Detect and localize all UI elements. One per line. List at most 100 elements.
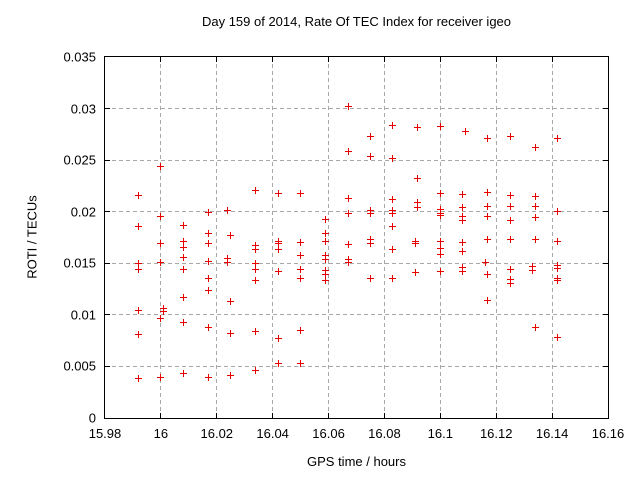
data-point — [481, 258, 489, 266]
data-point — [252, 186, 260, 194]
data-point — [389, 275, 397, 283]
data-point — [204, 374, 212, 382]
data-point — [506, 280, 514, 288]
y-tick-left — [105, 159, 110, 161]
data-point — [459, 213, 467, 221]
data-point — [204, 257, 212, 265]
data-point — [531, 192, 539, 200]
data-point — [506, 203, 514, 211]
data-point — [135, 265, 143, 273]
data-point — [389, 121, 397, 129]
data-point — [344, 148, 352, 156]
x-tick-bottom — [216, 413, 218, 418]
data-point — [531, 203, 539, 211]
y-gridline — [105, 314, 608, 316]
y-gridline — [105, 108, 608, 110]
data-point — [531, 323, 539, 331]
y-tick-label: 0.035 — [63, 49, 96, 65]
data-point — [252, 259, 260, 267]
data-point — [414, 123, 422, 131]
data-point — [531, 236, 539, 244]
data-point — [366, 210, 374, 218]
data-point — [157, 240, 165, 248]
data-point — [506, 191, 514, 199]
data-point — [366, 240, 374, 248]
x-tick-label: 16.1 — [427, 426, 453, 441]
data-point — [157, 162, 165, 170]
data-point — [274, 335, 282, 343]
data-point — [179, 238, 187, 246]
y-gridline — [105, 159, 608, 161]
data-point — [554, 264, 562, 272]
y-tick-right — [603, 314, 608, 316]
data-point — [554, 334, 562, 342]
y-tick-right — [603, 211, 608, 213]
data-point — [252, 242, 260, 250]
data-point — [459, 204, 467, 212]
data-point — [344, 103, 352, 110]
x-tick-bottom — [160, 413, 162, 418]
x-tick-top — [383, 57, 385, 62]
data-point — [344, 241, 352, 249]
x-tick-label: 16 — [153, 426, 169, 441]
data-point — [179, 253, 187, 261]
data-point — [484, 188, 492, 196]
y-tick-left — [105, 108, 110, 110]
data-point — [459, 239, 467, 247]
data-point — [135, 375, 143, 383]
data-point — [414, 204, 422, 212]
data-point — [436, 122, 444, 130]
data-point — [297, 265, 305, 273]
y-tick-right — [603, 262, 608, 264]
data-point — [322, 271, 330, 279]
data-point — [459, 263, 467, 271]
x-tick-top — [216, 57, 218, 62]
y-tick-label: 0.025 — [63, 152, 96, 168]
y-tick-left — [105, 262, 110, 264]
x-tick-top — [328, 57, 330, 62]
data-point — [344, 258, 352, 266]
x-gridline — [383, 57, 385, 418]
x-tick-top — [160, 57, 162, 62]
data-point — [436, 245, 444, 253]
data-point — [252, 367, 260, 375]
x-gridline — [551, 57, 553, 418]
data-point — [322, 238, 330, 246]
data-point — [135, 222, 143, 230]
data-point — [389, 222, 397, 230]
data-point — [252, 265, 260, 273]
data-point — [366, 152, 374, 160]
x-tick-top — [272, 57, 274, 62]
data-point — [297, 189, 305, 197]
x-tick-top — [439, 57, 441, 62]
data-point — [274, 246, 282, 254]
data-point — [366, 275, 374, 283]
data-point — [322, 277, 330, 285]
x-tick-top — [495, 57, 497, 62]
data-point — [484, 271, 492, 279]
y-tick-left — [105, 365, 110, 367]
data-point — [297, 275, 305, 283]
data-point — [389, 210, 397, 218]
data-point — [135, 307, 143, 315]
data-point — [531, 214, 539, 222]
data-point — [297, 239, 305, 247]
x-tick-top — [551, 57, 553, 62]
data-point — [224, 254, 232, 262]
data-point — [322, 216, 330, 224]
x-tick-bottom — [551, 413, 553, 418]
data-point — [297, 326, 305, 334]
y-gridline — [105, 365, 608, 367]
data-point — [204, 209, 212, 217]
y-tick-left — [105, 211, 110, 213]
plot-area — [104, 56, 609, 419]
data-point — [436, 189, 444, 197]
data-point — [554, 238, 562, 246]
data-point — [204, 240, 212, 248]
data-point — [274, 268, 282, 276]
data-point — [389, 154, 397, 162]
data-point — [179, 318, 187, 326]
data-point — [297, 359, 305, 367]
x-tick-bottom — [439, 413, 441, 418]
data-point — [436, 250, 444, 258]
